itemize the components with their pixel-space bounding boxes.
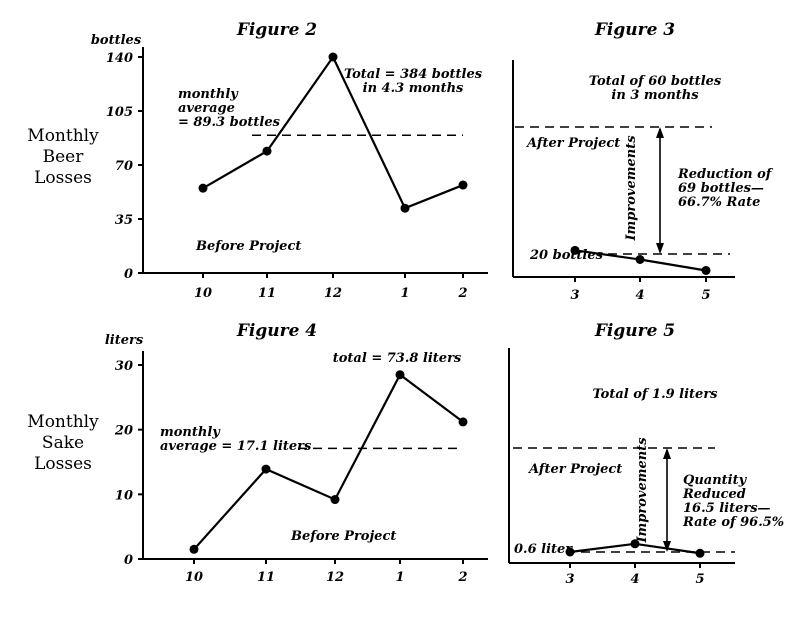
figure-4-series-line [193, 373, 464, 551]
figure-4-y-tick-label: 20 [114, 424, 133, 439]
figure-4-x-tick-label: 11 [257, 570, 275, 585]
figure-4-y-tick-label: 0 [124, 553, 133, 568]
side-label-beer-line-1: Monthly [27, 126, 99, 146]
figure-3-x-tick-label: 4 [635, 288, 644, 303]
figure-5-level-label: 0.6 liter [514, 542, 573, 557]
figure-5-reduction-label-3: 16.5 liters— [683, 501, 771, 516]
figure-2-y-tick-label: 105 [106, 105, 133, 120]
figure-4-y-tick-label: 30 [115, 359, 133, 374]
figure-3-total-label-2: in 3 months [611, 88, 699, 103]
figure-2-data-point [328, 52, 338, 62]
figure-3-x-tick-label: 5 [701, 288, 710, 303]
side-label-sake-line-3: Losses [34, 454, 92, 474]
side-label-sake-line-2: Sake [42, 433, 84, 453]
figure-5-data-point [630, 539, 640, 549]
figure-5-x-tick-label: 3 [565, 572, 574, 587]
figure-2-average-label-2: average [178, 101, 235, 116]
figure-2-y-tick-label: 70 [115, 159, 133, 174]
figure-3-arrow-head-up [656, 127, 664, 138]
figure-3-total-label-1: Total of 60 bottles [589, 74, 722, 89]
figure-5-data-point [695, 548, 705, 558]
figure-5-title: Figure 5 [594, 321, 675, 341]
figure-2-total-label-1: Total = 384 bottles [344, 67, 483, 82]
figure-2-x-tick-label: 1 [400, 286, 409, 301]
figure-5-data-point [565, 547, 575, 557]
figure-3-data-point [570, 245, 580, 255]
side-label-beer-line-2: Beer [43, 147, 85, 167]
figure-3-title: Figure 3 [594, 20, 675, 40]
figure-4-y-unit: liters [105, 333, 144, 348]
figure-4-average-label-2: average = 17.1 liters [160, 439, 312, 454]
figure-4-data-point [189, 544, 199, 554]
figure-4-data-point [330, 495, 340, 505]
side-label-sake-line-1: Monthly [27, 412, 99, 432]
figure-2-y-tick-label: 0 [124, 267, 133, 282]
figure-3-period-label: After Project [525, 136, 620, 151]
figure-5-period-label: After Project [527, 462, 622, 477]
figure-5-reduction-label-4: Rate of 96.5% [682, 515, 784, 530]
figure-3-x-tick-label: 3 [570, 288, 579, 303]
figure-5: Figure 5 3 4 5 Total of 1.9 liters After Proj… [508, 321, 784, 587]
figure-2-data-point [458, 180, 468, 190]
figure-2-y-tick-label: 35 [115, 213, 133, 228]
figure-4-data-point [458, 417, 468, 427]
figure-5-reduction-label-1: Quantity [683, 473, 748, 488]
figure-3-data-point [701, 265, 711, 275]
figure-4-x-tick-label: 12 [326, 570, 344, 585]
figure-2-x-tick-label: 10 [194, 286, 212, 301]
figure-5-arrow-head-down [663, 541, 671, 552]
figure-2-y-unit: bottles [91, 33, 142, 48]
figure-3-level-label: 20 bottles [529, 248, 604, 263]
figure-3-data-point [635, 254, 645, 264]
figure-3-arrow-head-down [656, 243, 664, 254]
figure-4-average-label-1: monthly [160, 425, 221, 440]
figure-5-reduction-label-2: Reduced [682, 487, 746, 502]
figure-2-x-tick-label: 2 [457, 286, 467, 301]
figure-4-data-point [261, 464, 271, 474]
figure-2-data-point [400, 203, 410, 213]
figure-5-total-label: Total of 1.9 liters [593, 387, 719, 402]
figure-4-period-label: Before Project [290, 529, 396, 544]
figure-2-title: Figure 2 [236, 20, 317, 40]
side-label-beer-line-3: Losses [34, 168, 92, 188]
figure-4-data-point [395, 370, 405, 380]
figure-2-y-tick-label: 140 [106, 51, 133, 66]
figure-4-y-tick-label: 10 [115, 488, 133, 503]
figure-3-reduction-label-3: 66.7% Rate [678, 195, 760, 210]
figure-5-improvements-label: Improvements [635, 437, 650, 544]
figure-2-x-tick-label: 12 [324, 286, 342, 301]
figure-4-x-tick-label: 1 [395, 570, 404, 585]
figure-2-total-label-2: in 4.3 months [363, 81, 464, 96]
figure-5-x-tick-label: 4 [630, 572, 639, 587]
figure-4-title: Figure 4 [236, 321, 317, 341]
figure-4-x-tick-label: 2 [457, 570, 467, 585]
figure-4-total-label: total = 73.8 liters [333, 351, 462, 366]
figure-2-period-label: Before Project [195, 239, 301, 254]
figure-2-x-tick-label: 11 [258, 286, 276, 301]
figure-3-improvements-label: Improvements [624, 135, 639, 242]
figure-3-reduction-label-1: Reduction of [677, 167, 774, 182]
figure-2-average-label-1: monthly [178, 87, 239, 102]
figure-3-reduction-label-2: 69 bottles— [678, 181, 764, 196]
figure-4-x-tick-label: 10 [185, 570, 203, 585]
figure-5-x-tick-label: 5 [695, 572, 704, 587]
figure-5-arrow-head-up [663, 448, 671, 459]
figure-2-average-label-3: = 89.3 bottles [178, 115, 281, 130]
figure-2-data-point [262, 146, 272, 156]
figure-2-data-point [198, 183, 208, 193]
